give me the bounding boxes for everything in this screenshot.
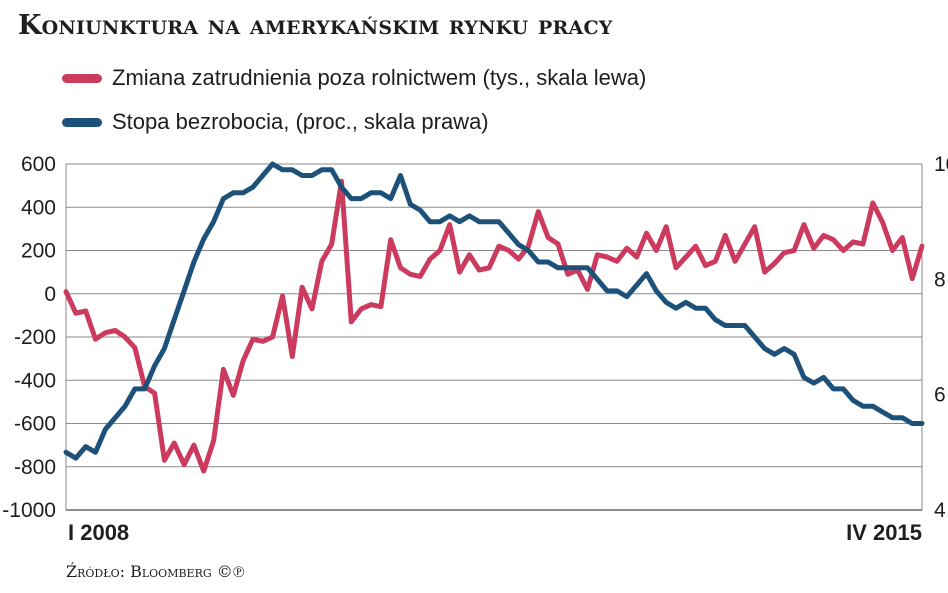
grid-lines	[65, 163, 923, 511]
left-tick-label: -800	[14, 456, 56, 479]
left-tick-label: 200	[21, 240, 56, 263]
left-tick-label: 600	[21, 153, 56, 176]
legend-item-employment: Zmiana zatrudnienia poza rolnictwem (tys…	[62, 56, 646, 100]
left-tick-label: 400	[21, 196, 56, 219]
left-tick-label: -600	[14, 413, 56, 436]
legend-label-unemployment: Stopa bezrobocia, (proc., skala prawa)	[112, 109, 489, 134]
unemployment-rate-line	[63, 161, 925, 461]
legend-item-unemployment: Stopa bezrobocia, (proc., skala prawa)	[62, 100, 646, 144]
legend-swatch-unemployment	[62, 117, 102, 127]
legend-label-employment: Zmiana zatrudnienia poza rolnictwem (tys…	[112, 65, 647, 90]
x-end-label: IV 2015	[846, 520, 922, 545]
series-lines	[63, 161, 925, 474]
x-start-label: I 2008	[68, 520, 129, 545]
left-tick-label: -400	[14, 369, 56, 392]
legend-swatch-employment	[62, 73, 102, 83]
left-tick-label: 0	[44, 283, 56, 306]
left-tick-label: -1000	[2, 499, 56, 522]
right-tick-label: 4	[934, 499, 946, 522]
x-axis-labels: I 2008 IV 2015	[68, 520, 922, 545]
left-axis-ticks: 600 400 200 0 -200 -400 -600 -800 -1000	[2, 153, 56, 522]
right-tick-label: 6	[934, 384, 946, 407]
chart-title: Koniunktura na amerykańskim rynku pracy	[18, 10, 613, 41]
legend: Zmiana zatrudnienia poza rolnictwem (tys…	[62, 56, 646, 144]
left-tick-label: -200	[14, 326, 56, 349]
source-note: Źródło: Bloomberg ©℗	[66, 562, 245, 581]
right-tick-label: 8	[934, 268, 946, 291]
right-axis-ticks: 10 8 6 4	[934, 153, 948, 522]
employment-change-line	[63, 178, 925, 474]
right-tick-label: 10	[934, 153, 948, 176]
